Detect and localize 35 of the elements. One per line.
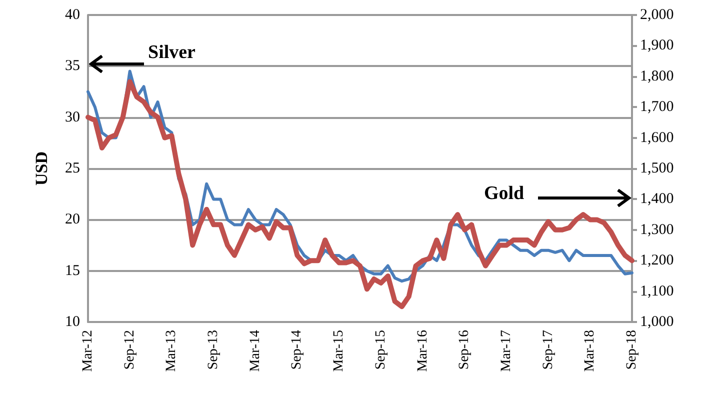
x-tick-label: Mar-12 — [80, 330, 96, 372]
y2-tick-label: 2,000 — [640, 7, 674, 23]
y-tick-label: 25 — [65, 160, 80, 176]
x-tick-label: Sep-14 — [290, 330, 305, 370]
x-tick-label: Sep-18 — [624, 330, 640, 370]
x-tick-label: Mar-15 — [332, 330, 347, 372]
y2-tick-label: 1,400 — [640, 191, 674, 208]
y2-tick-label: 1,200 — [640, 252, 674, 269]
x-tick-label: Mar-16 — [415, 330, 430, 372]
y2-tick-label: 1,600 — [640, 130, 674, 146]
x-tick-label: Sep-12 — [122, 330, 138, 370]
y2-tick-label: 1,900 — [640, 38, 674, 54]
x-tick-label: Mar-17 — [498, 330, 514, 372]
x-tick-label: Mar-18 — [582, 330, 598, 372]
y-tick-label: 30 — [65, 109, 80, 126]
y2-tick-label: 1,000 — [640, 314, 674, 330]
x-tick-label: Sep-13 — [206, 330, 222, 370]
y2-tick-label: 1,500 — [640, 160, 674, 176]
y-tick-label: 20 — [65, 212, 80, 228]
x-tick-label: Sep-15 — [373, 330, 388, 370]
y2-tick-label: 1,800 — [640, 68, 674, 84]
x-tick-label: Mar-14 — [248, 330, 263, 372]
y-tick-label: 40 — [65, 7, 80, 23]
y2-tick-label: 1,700 — [640, 99, 674, 116]
y-tick-label: 35 — [65, 58, 80, 74]
y2-tick-label: 1,100 — [640, 283, 674, 300]
y-axis-title: USD — [32, 151, 51, 186]
y-tick-label: 10 — [65, 314, 80, 330]
series-label: Gold — [484, 183, 525, 204]
x-tick-label: Sep-16 — [457, 330, 472, 370]
y2-tick-label: 1,300 — [640, 222, 674, 238]
x-tick-label: Mar-13 — [164, 330, 180, 372]
y-tick-label: 15 — [65, 262, 80, 279]
series-label: Silver — [148, 42, 196, 63]
x-tick-label: Sep-17 — [540, 330, 556, 370]
